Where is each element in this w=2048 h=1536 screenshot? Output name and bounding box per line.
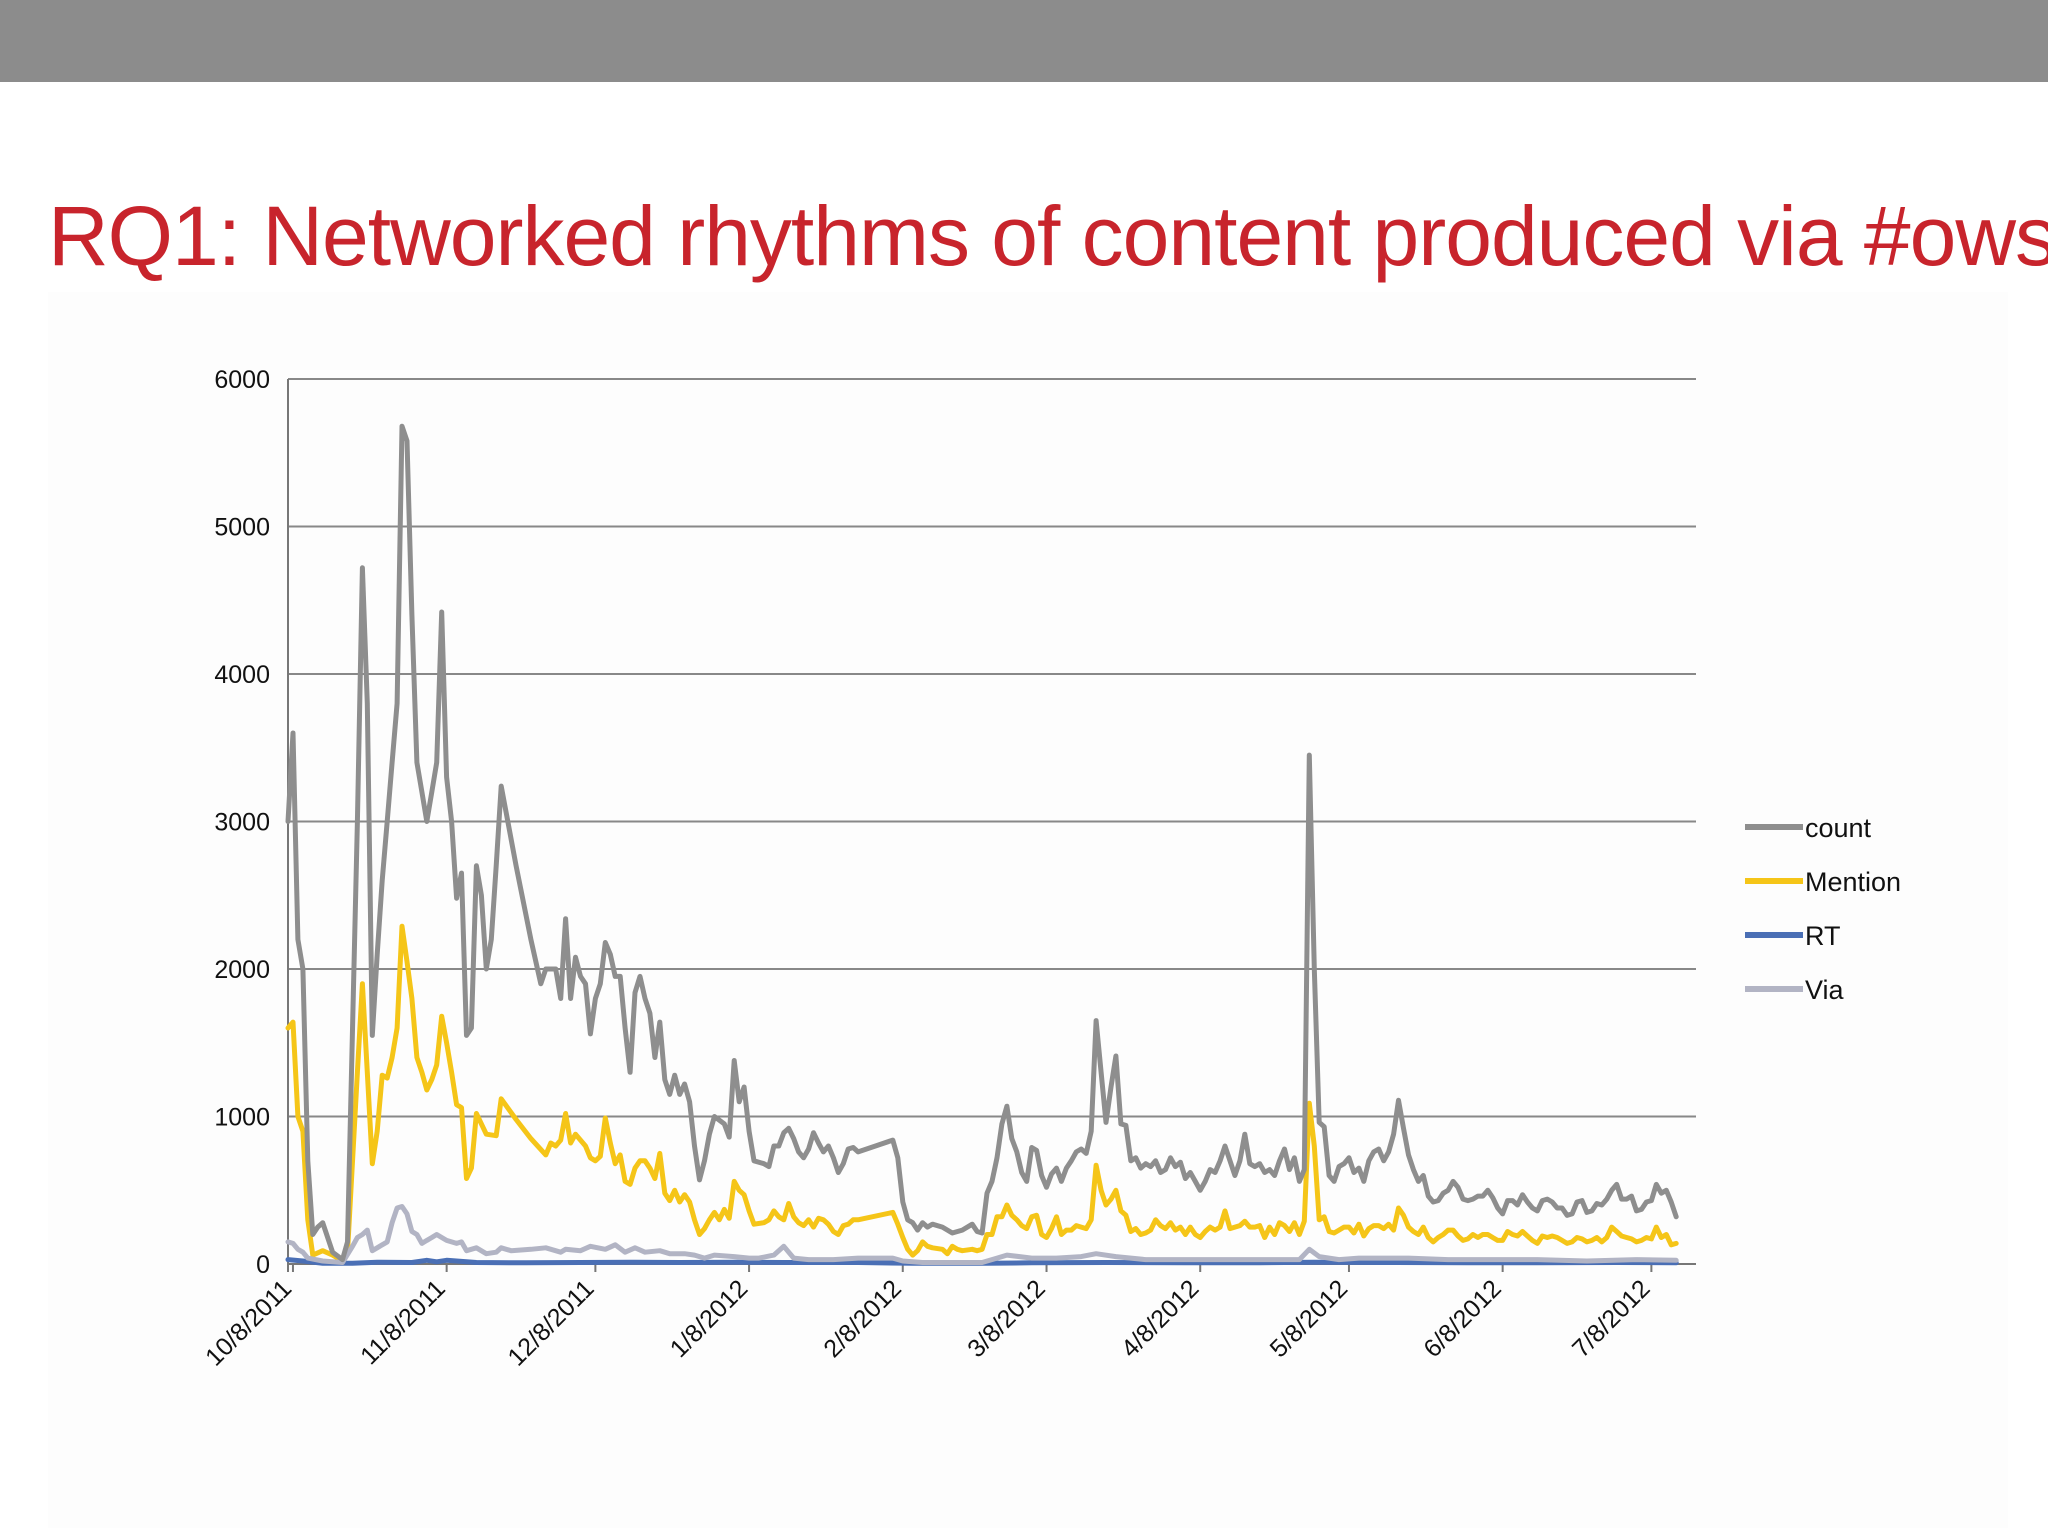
y-tick-label: 2000 xyxy=(214,956,270,984)
x-tick-label: 10/8/2011 xyxy=(200,1274,297,1371)
y-tick-label: 3000 xyxy=(214,809,270,837)
y-tick-label: 4000 xyxy=(214,661,270,689)
y-tick-label: 0 xyxy=(256,1251,270,1279)
series-line-mention xyxy=(285,923,1679,1264)
slide-title: RQ1: Networked rhythms of content produc… xyxy=(48,189,2048,283)
x-tick-label: 12/8/2011 xyxy=(502,1274,599,1371)
slide-header-bar xyxy=(0,0,2048,82)
chart-panel: 0 1000 2000 3000 4000 5000 6000 10/8/2011 11/8/2… xyxy=(48,292,2008,1528)
x-tick-label: 11/8/2011 xyxy=(355,1274,451,1370)
axes: 0 1000 2000 3000 4000 5000 6000 10/8/2011 11/8/2… xyxy=(200,366,1696,1372)
line-chart: 0 1000 2000 3000 4000 5000 6000 10/8/2011 11/8/2… xyxy=(200,366,1901,1372)
legend-label-rt: RT xyxy=(1805,921,1841,951)
x-tick-label: 1/8/2012 xyxy=(665,1274,754,1363)
x-tick-label: 7/8/2012 xyxy=(1567,1274,1656,1363)
x-tick-label: 4/8/2012 xyxy=(1116,1274,1205,1363)
x-tick-label: 2/8/2012 xyxy=(818,1274,907,1363)
legend-label-count: count xyxy=(1805,813,1872,843)
x-tick-label: 5/8/2012 xyxy=(1265,1274,1354,1363)
x-tick-label: 6/8/2012 xyxy=(1418,1274,1507,1363)
series-line-count xyxy=(285,423,1679,1263)
x-tick-label: 3/8/2012 xyxy=(962,1274,1051,1363)
y-tick-label: 5000 xyxy=(214,514,270,542)
y-tick-label: 6000 xyxy=(214,366,270,394)
legend-label-mention: Mention xyxy=(1805,867,1901,897)
series-lines xyxy=(285,423,1679,1266)
y-tick-label: 1000 xyxy=(214,1104,270,1132)
gridlines xyxy=(288,378,1696,1118)
legend-label-via: Via xyxy=(1805,975,1845,1005)
series-line-via xyxy=(285,1204,1679,1265)
legend: count Mention RT Via xyxy=(1745,813,1901,1005)
series-line-rt xyxy=(285,1257,1679,1266)
